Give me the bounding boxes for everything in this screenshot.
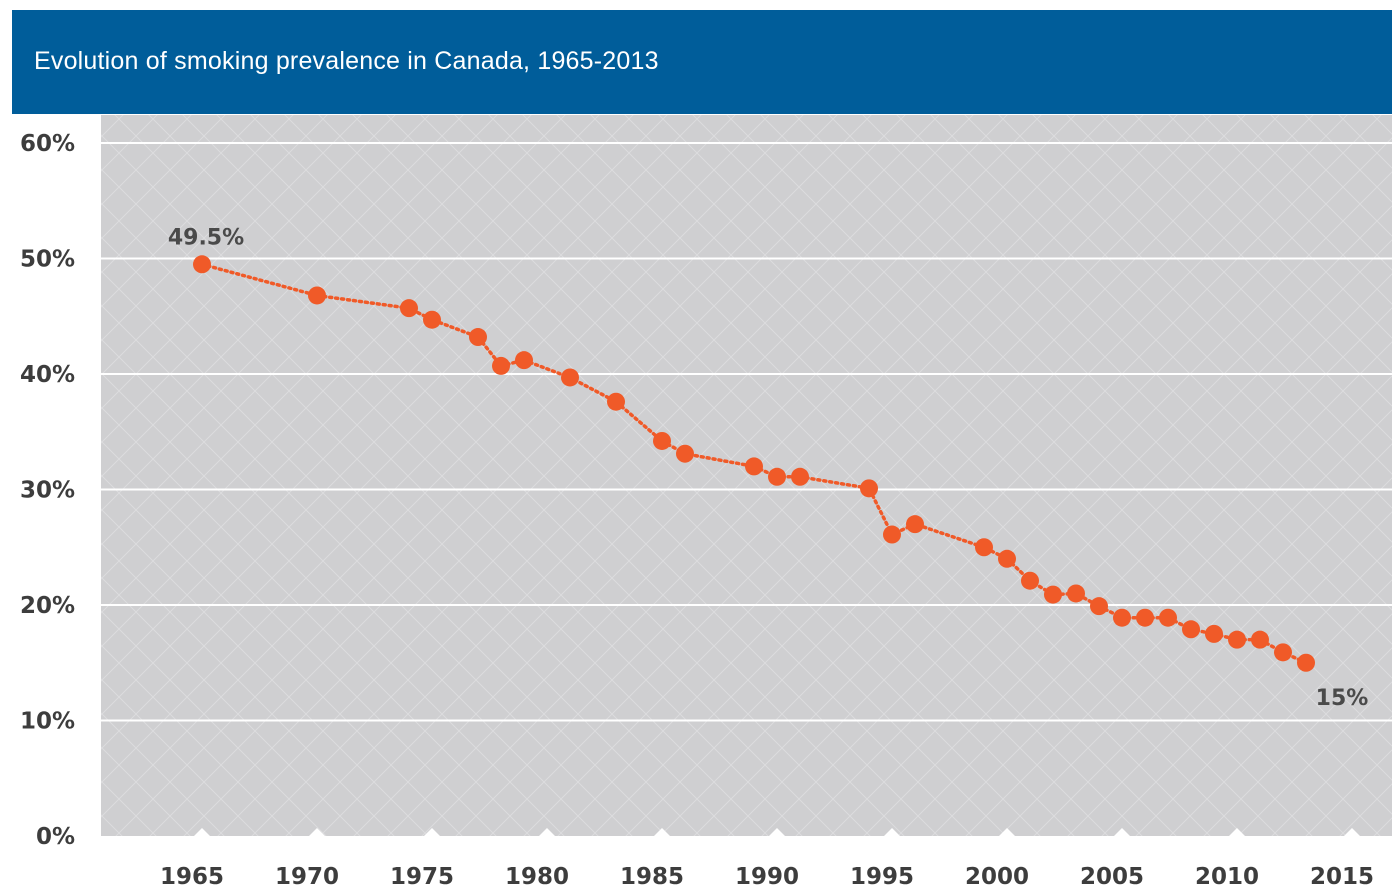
y-tick-label: 20% bbox=[20, 593, 75, 619]
data-point bbox=[1021, 571, 1039, 590]
data-point bbox=[1044, 585, 1062, 604]
data-point bbox=[308, 286, 326, 305]
data-point bbox=[1113, 608, 1131, 627]
y-tick-label: 30% bbox=[20, 478, 75, 504]
data-point bbox=[1159, 608, 1177, 627]
data-point bbox=[998, 549, 1016, 568]
data-point bbox=[423, 310, 441, 329]
x-tick-label: 1995 bbox=[850, 864, 914, 890]
x-tick-label: 1965 bbox=[160, 864, 224, 890]
data-point bbox=[768, 467, 786, 486]
data-point bbox=[1090, 597, 1108, 616]
x-tick-label: 2015 bbox=[1310, 864, 1374, 890]
data-point bbox=[492, 356, 510, 375]
y-tick-label: 60% bbox=[20, 131, 75, 157]
x-tick-label: 1990 bbox=[735, 864, 799, 890]
data-point bbox=[653, 431, 671, 450]
data-point bbox=[975, 538, 993, 557]
plot-area bbox=[101, 115, 1392, 836]
data-point bbox=[676, 444, 694, 463]
data-point bbox=[1136, 608, 1154, 627]
y-tick-label: 50% bbox=[20, 247, 75, 273]
data-point bbox=[1274, 643, 1292, 662]
data-point bbox=[607, 392, 625, 411]
data-point bbox=[906, 515, 924, 534]
chart-title: Evolution of smoking prevalence in Canad… bbox=[34, 46, 659, 75]
data-point bbox=[791, 467, 809, 486]
x-tick-label: 1975 bbox=[390, 864, 454, 890]
y-tick-label: 10% bbox=[20, 709, 75, 735]
x-tick-label: 1980 bbox=[505, 864, 569, 890]
data-point bbox=[193, 255, 211, 274]
chart-title-bar: Evolution of smoking prevalence in Canad… bbox=[12, 10, 1392, 114]
x-tick-label: 1985 bbox=[620, 864, 684, 890]
data-point bbox=[561, 368, 579, 387]
data-point bbox=[400, 299, 418, 318]
data-point bbox=[469, 328, 487, 347]
data-label: 49.5% bbox=[168, 225, 244, 250]
y-tick-label: 40% bbox=[20, 362, 75, 388]
data-point bbox=[860, 479, 878, 498]
data-point bbox=[1067, 584, 1085, 603]
x-tick-label: 2010 bbox=[1195, 864, 1259, 890]
data-point bbox=[1251, 630, 1269, 649]
data-point bbox=[1297, 653, 1315, 672]
x-tick-label: 2005 bbox=[1080, 864, 1144, 890]
y-tick-label: 0% bbox=[36, 824, 75, 850]
data-point bbox=[515, 351, 533, 370]
x-tick-label: 2000 bbox=[965, 864, 1029, 890]
data-label: 15% bbox=[1316, 686, 1369, 711]
data-point bbox=[745, 457, 763, 476]
data-point bbox=[1228, 630, 1246, 649]
data-point bbox=[1205, 624, 1223, 643]
x-tick-label: 1970 bbox=[275, 864, 339, 890]
data-point bbox=[1182, 620, 1200, 639]
data-point bbox=[883, 525, 901, 544]
